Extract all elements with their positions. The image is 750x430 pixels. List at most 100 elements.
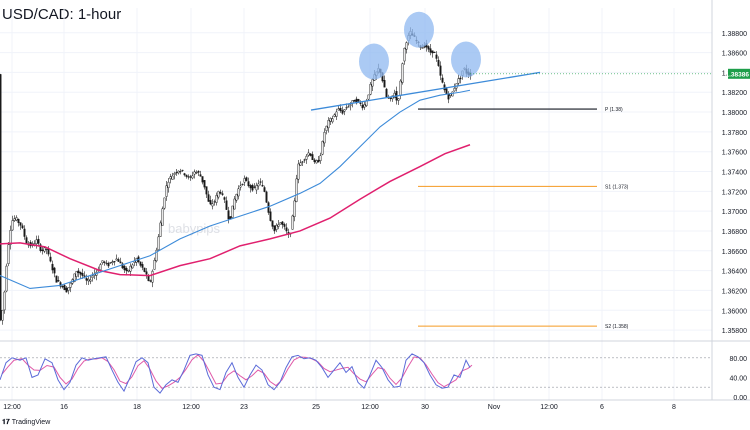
y-tick-label: 1.37400	[722, 170, 747, 177]
candle-body	[323, 131, 326, 144]
candle-body	[37, 238, 40, 244]
candle-body	[87, 278, 90, 282]
candle-body	[59, 282, 62, 287]
candle-body	[43, 247, 46, 252]
candle-body	[241, 183, 244, 185]
candle-body	[13, 218, 16, 221]
candle-body	[117, 259, 120, 262]
candle-body	[459, 77, 462, 80]
candle-body	[359, 102, 362, 104]
candle-body	[21, 225, 24, 229]
tradingview-brand-label: TradingView	[11, 419, 51, 426]
x-tick-label: Nov	[488, 404, 501, 411]
candle-body	[63, 285, 66, 291]
candle-body	[249, 185, 252, 189]
stochastic-y-tick-label: 0.00	[733, 395, 747, 402]
candle-body	[353, 100, 356, 102]
candle-body	[301, 161, 304, 163]
y-tick-label: 1.36600	[722, 249, 747, 256]
candle-body	[113, 261, 116, 263]
x-tick-label: 6	[600, 404, 604, 411]
candle-body	[99, 264, 102, 271]
tradingview-logo-icon: 𝟏𝟕	[2, 419, 12, 426]
candle-body	[151, 270, 154, 283]
candle-body	[227, 210, 230, 220]
candle-body	[347, 106, 350, 108]
candle-body	[447, 93, 450, 100]
candle-body	[283, 224, 286, 227]
candle-body	[295, 178, 298, 202]
y-tick-label: 1.37800	[722, 130, 747, 137]
candle-body	[435, 54, 438, 59]
candle-body	[161, 208, 164, 226]
candle-body	[177, 170, 180, 174]
candle-body	[331, 118, 334, 123]
candle-body	[7, 244, 10, 264]
y-tick-label: 1.37200	[722, 189, 747, 196]
candle-body	[341, 110, 344, 114]
candle-body	[445, 88, 448, 95]
candle-body	[53, 267, 56, 274]
candle-body	[171, 175, 174, 180]
candle-body	[65, 287, 68, 293]
candle-body	[207, 194, 210, 202]
candle-body	[253, 186, 256, 188]
candle-body	[333, 114, 336, 117]
candle-body	[163, 197, 166, 209]
candle-body	[57, 280, 60, 282]
candle-body	[305, 155, 308, 160]
candle-body	[369, 83, 372, 95]
ma-slow-line	[0, 144, 471, 277]
candle-body	[23, 228, 26, 237]
candle-body	[119, 261, 122, 264]
candle-body	[55, 275, 58, 283]
current-price-label: 1.38386	[726, 71, 750, 78]
candle-body	[297, 163, 300, 180]
x-tick-label: 12:00	[361, 404, 379, 411]
candle-body	[245, 177, 248, 181]
pattern-peak-marker	[451, 41, 481, 78]
candle-body	[265, 191, 268, 203]
candle-body	[175, 172, 178, 174]
candle-body	[383, 80, 386, 88]
candle-body	[129, 265, 132, 272]
candle-body	[319, 155, 322, 161]
candle-body	[285, 227, 288, 232]
candle-body	[433, 51, 436, 53]
candle-body	[437, 59, 440, 66]
candle-body	[11, 220, 14, 231]
y-tick-label: 1.36400	[722, 269, 747, 276]
candle-body	[267, 202, 270, 213]
candle-body	[185, 174, 188, 177]
candle-body	[453, 88, 456, 92]
candle-body	[9, 230, 12, 245]
candle-body	[429, 48, 432, 53]
candle-body	[1, 309, 4, 321]
candle-body	[261, 184, 264, 187]
candle-body	[183, 173, 186, 176]
candle-body	[271, 220, 274, 227]
candle-body	[405, 42, 408, 50]
candle-body	[181, 169, 184, 172]
candle-body	[237, 188, 240, 197]
candle-body	[439, 65, 442, 76]
candle-body	[321, 141, 324, 155]
ma-fast-line	[0, 89, 471, 290]
candle-body	[101, 260, 104, 264]
candle-body	[51, 263, 54, 271]
candle-body	[89, 279, 92, 282]
candle-body	[215, 195, 218, 203]
candle-body	[109, 262, 112, 264]
candle-body	[49, 256, 52, 262]
candle-body	[269, 211, 272, 221]
candle-body	[197, 170, 200, 173]
candle-body	[275, 224, 278, 230]
neckline-trendline	[310, 71, 541, 111]
candle-body	[259, 181, 262, 183]
y-tick-label: 1.36200	[722, 288, 747, 295]
y-tick-label: 1.35800	[722, 328, 747, 335]
candle-body	[187, 176, 190, 178]
x-tick-label: 8	[672, 404, 676, 411]
pivot-level-label: P (1.38)	[605, 107, 623, 113]
